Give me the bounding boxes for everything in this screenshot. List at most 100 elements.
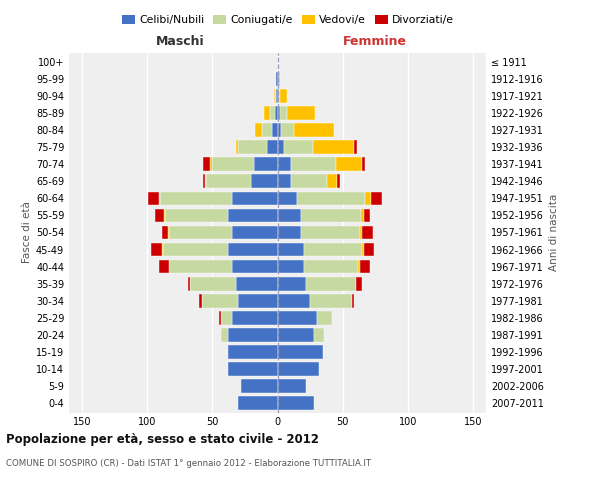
Bar: [238, 396, 277, 410]
Bar: [232, 192, 277, 205]
Bar: [161, 242, 163, 256]
Bar: [155, 208, 164, 222]
Bar: [310, 294, 352, 308]
Bar: [274, 89, 275, 103]
Bar: [159, 192, 160, 205]
Bar: [359, 226, 362, 239]
Bar: [169, 226, 232, 239]
Bar: [327, 174, 337, 188]
Bar: [281, 124, 295, 137]
Bar: [168, 226, 169, 239]
Bar: [277, 277, 306, 290]
Bar: [280, 106, 287, 120]
Bar: [241, 379, 277, 393]
Bar: [290, 174, 327, 188]
Bar: [277, 242, 304, 256]
Bar: [254, 158, 277, 171]
Bar: [277, 89, 279, 103]
Bar: [361, 208, 364, 222]
Bar: [277, 345, 323, 359]
Bar: [277, 311, 317, 324]
Bar: [210, 158, 212, 171]
Bar: [277, 328, 314, 342]
Bar: [205, 174, 206, 188]
Bar: [358, 260, 359, 274]
Bar: [355, 140, 357, 154]
Bar: [336, 158, 362, 171]
Bar: [371, 192, 382, 205]
Text: Popolazione per età, sesso e stato civile - 2012: Popolazione per età, sesso e stato civil…: [6, 432, 319, 446]
Bar: [277, 140, 284, 154]
Bar: [238, 294, 277, 308]
Bar: [277, 379, 306, 393]
Y-axis label: Fasce di età: Fasce di età: [22, 202, 32, 264]
Bar: [203, 158, 210, 171]
Text: COMUNE DI SOSPIRO (CR) - Dati ISTAT 1° gennaio 2012 - Elaborazione TUTTITALIA.IT: COMUNE DI SOSPIRO (CR) - Dati ISTAT 1° g…: [6, 459, 371, 468]
Bar: [362, 226, 373, 239]
Bar: [219, 311, 221, 324]
Bar: [313, 140, 355, 154]
Bar: [256, 124, 262, 137]
Bar: [161, 226, 168, 239]
Bar: [301, 226, 359, 239]
Bar: [163, 242, 228, 256]
Bar: [267, 140, 277, 154]
Bar: [295, 124, 334, 137]
Bar: [212, 158, 254, 171]
Bar: [364, 208, 370, 222]
Bar: [359, 260, 370, 274]
Bar: [221, 311, 232, 324]
Bar: [304, 260, 358, 274]
Bar: [287, 106, 315, 120]
Bar: [306, 277, 356, 290]
Bar: [236, 277, 277, 290]
Bar: [228, 345, 277, 359]
Bar: [290, 158, 336, 171]
Bar: [188, 277, 190, 290]
Text: Maschi: Maschi: [155, 35, 204, 48]
Bar: [148, 192, 159, 205]
Bar: [151, 242, 161, 256]
Bar: [160, 192, 232, 205]
Bar: [265, 106, 269, 120]
Bar: [277, 106, 280, 120]
Bar: [277, 72, 279, 86]
Bar: [277, 226, 301, 239]
Bar: [277, 294, 310, 308]
Bar: [365, 192, 371, 205]
Bar: [262, 124, 272, 137]
Bar: [352, 294, 355, 308]
Bar: [232, 260, 277, 274]
Bar: [275, 89, 276, 103]
Bar: [236, 140, 238, 154]
Bar: [277, 396, 314, 410]
Bar: [284, 140, 313, 154]
Bar: [159, 260, 169, 274]
Bar: [277, 260, 304, 274]
Bar: [301, 208, 361, 222]
Bar: [317, 311, 332, 324]
Bar: [232, 226, 277, 239]
Text: Femmine: Femmine: [343, 35, 407, 48]
Bar: [356, 277, 362, 290]
Bar: [221, 328, 228, 342]
Bar: [238, 140, 267, 154]
Bar: [304, 242, 362, 256]
Bar: [251, 174, 277, 188]
Bar: [169, 260, 232, 274]
Y-axis label: Anni di nascita: Anni di nascita: [549, 194, 559, 271]
Bar: [276, 89, 277, 103]
Bar: [364, 242, 374, 256]
Bar: [272, 124, 277, 137]
Legend: Celibi/Nubili, Coniugati/e, Vedovi/e, Divorziati/e: Celibi/Nubili, Coniugati/e, Vedovi/e, Di…: [118, 10, 458, 29]
Bar: [164, 208, 166, 222]
Bar: [277, 362, 319, 376]
Bar: [206, 174, 251, 188]
Bar: [190, 277, 236, 290]
Bar: [362, 158, 365, 171]
Bar: [228, 208, 277, 222]
Bar: [279, 72, 280, 86]
Bar: [277, 174, 290, 188]
Bar: [280, 89, 287, 103]
Bar: [314, 328, 325, 342]
